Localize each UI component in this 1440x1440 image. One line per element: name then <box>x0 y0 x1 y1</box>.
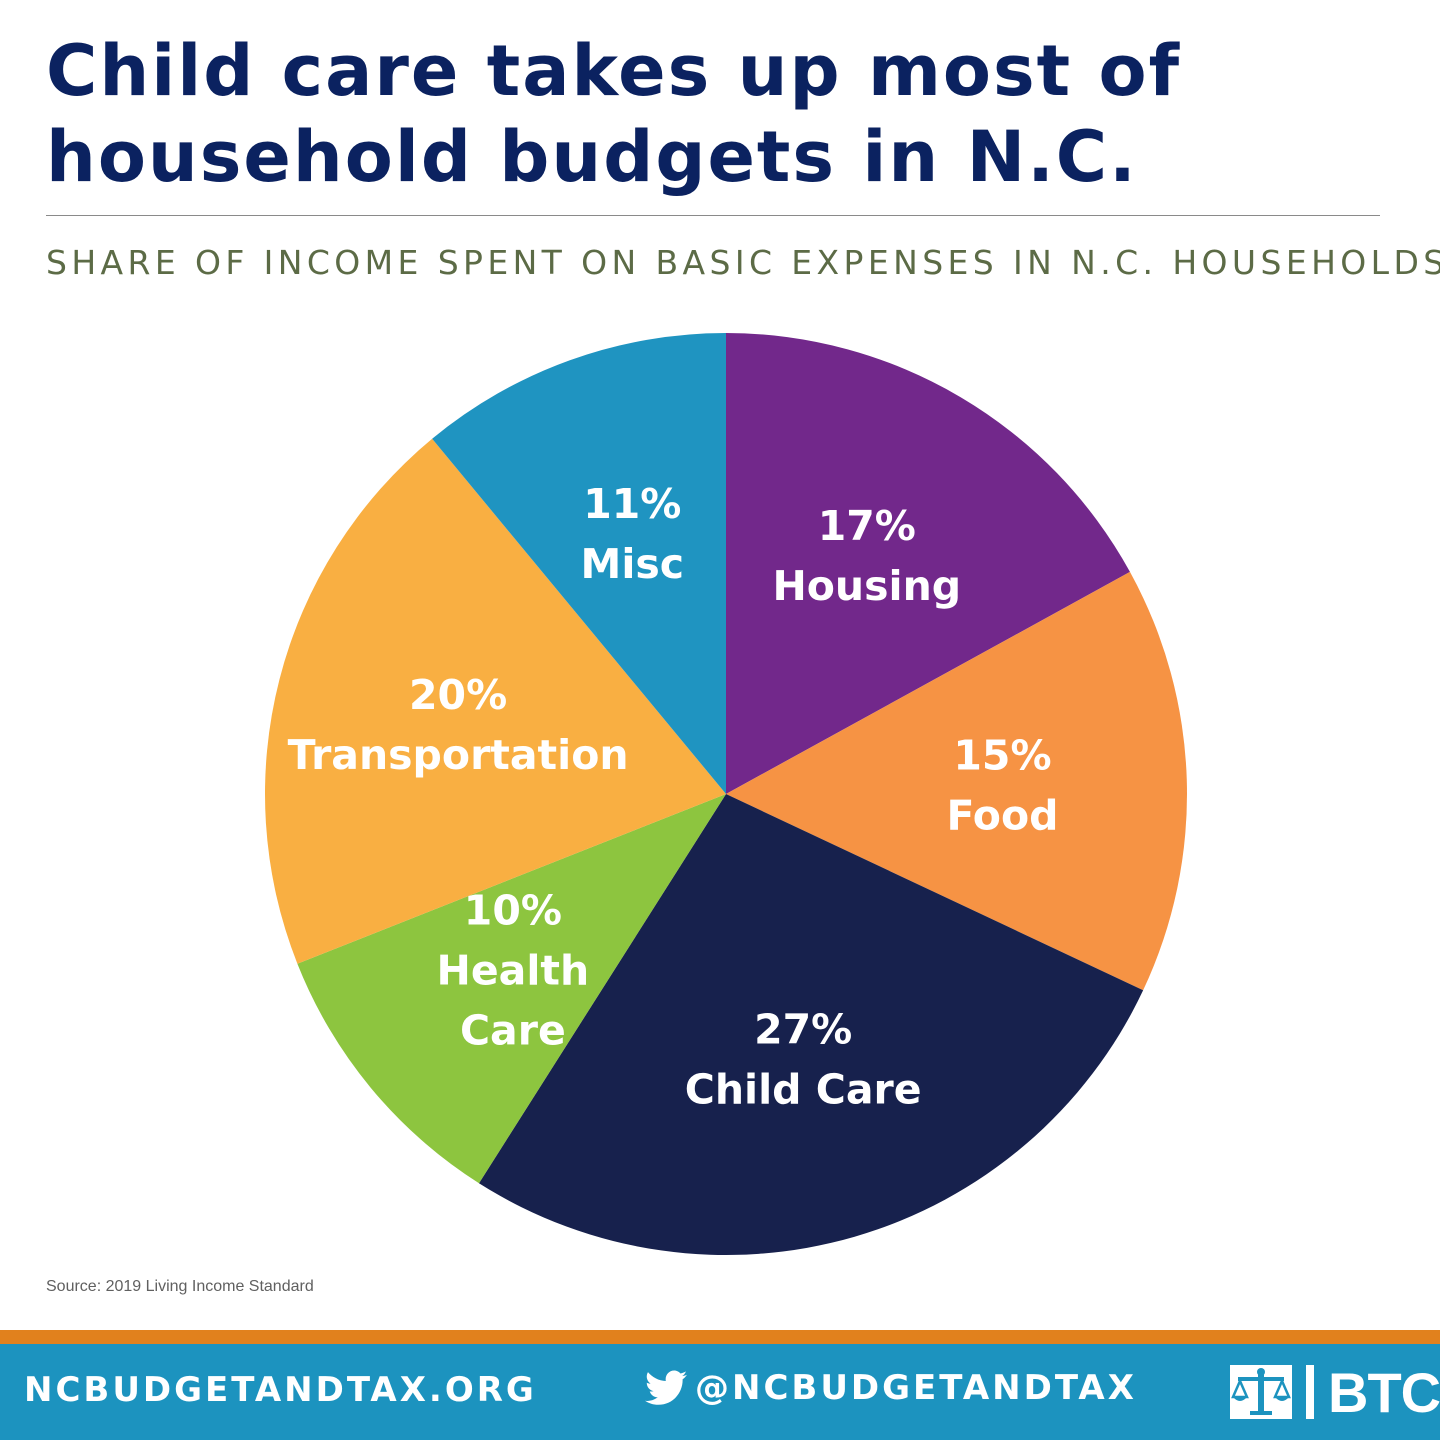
pie-slice-transportation <box>264 438 726 964</box>
chart-title: Child care takes up most of household bu… <box>46 28 1406 200</box>
source-note: Source: 2019 Living Income Standard <box>46 1278 314 1295</box>
twitter-handle: @NCBUDGETANDTAX <box>695 1368 1137 1408</box>
slice-label-misc: 11% Misc <box>581 480 685 588</box>
chart-subtitle: SHARE OF INCOME SPENT ON BASIC EXPENSES … <box>46 243 1440 282</box>
slice-label-health-care: 10% Health Care <box>437 886 590 1054</box>
title-line-1: Child care takes up most of <box>46 30 1182 112</box>
logo-divider <box>1306 1365 1314 1419</box>
slice-label-child-care: 27% Child Care <box>685 1006 922 1114</box>
footer-stripe <box>0 1330 1440 1344</box>
footer-bar: NCBUDGETANDTAX.ORG @NCBUDGETANDTAX BTC <box>0 1344 1440 1440</box>
title-divider <box>46 215 1380 216</box>
twitter-link[interactable]: @NCBUDGETANDTAX <box>645 1368 1137 1408</box>
btc-logo: BTC <box>1230 1360 1440 1424</box>
website-link[interactable]: NCBUDGETANDTAX.ORG <box>24 1370 537 1410</box>
pie-slice-housing <box>726 333 1130 794</box>
slice-label-transportation: 20% Transportation <box>288 671 629 779</box>
title-line-2: household budgets in N.C. <box>46 116 1138 198</box>
pie-slice-child-care <box>478 794 1144 1255</box>
pie-chart: 17% Housing 15% Food 27% Child Care 10% Health C… <box>264 333 1187 1255</box>
justice-scales-icon <box>1230 1365 1292 1419</box>
slice-label-housing: 17% Housing <box>772 502 961 610</box>
logo-text: BTC <box>1328 1360 1440 1424</box>
pie-slice-food <box>726 571 1187 991</box>
pie-slice-misc <box>432 333 726 794</box>
twitter-bird-icon <box>645 1370 687 1405</box>
pie-slice-health-care <box>297 794 726 1184</box>
slice-label-food: 15% Food <box>946 731 1058 839</box>
